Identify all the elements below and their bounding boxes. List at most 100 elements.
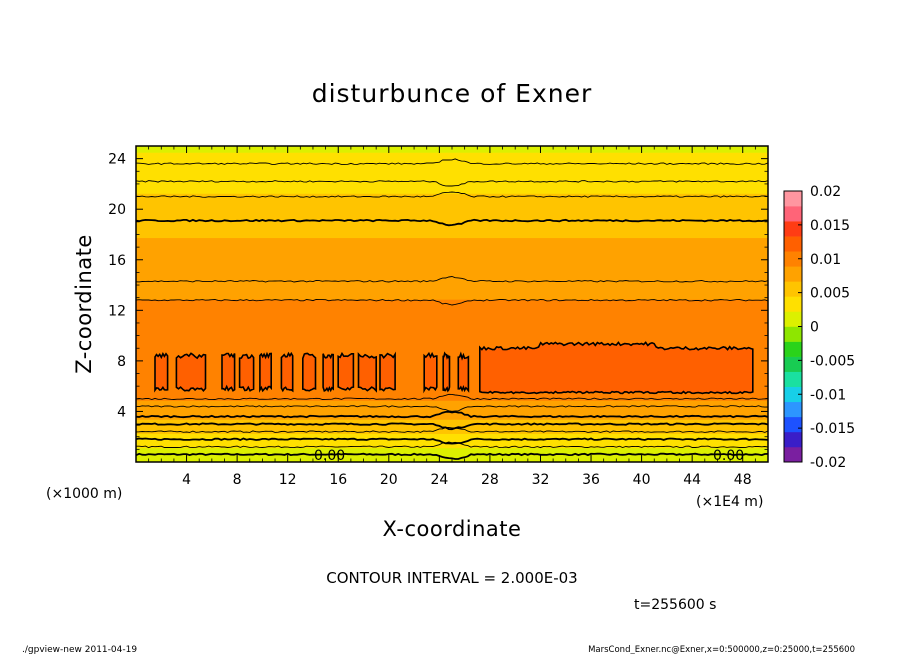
contour-band bbox=[136, 382, 768, 385]
contour-band bbox=[136, 324, 768, 327]
x-tick-label: 40 bbox=[633, 472, 651, 488]
contour-band bbox=[136, 240, 768, 243]
contour-band bbox=[136, 385, 768, 389]
footer-right: MarsCond_Exner.nc@Exner,x=0:500000,z=0:2… bbox=[588, 645, 855, 654]
contour-band bbox=[136, 430, 768, 433]
contour-band bbox=[136, 189, 768, 193]
contour-band bbox=[136, 191, 768, 194]
contour-band bbox=[136, 320, 768, 324]
x-axis-label: X-coordinate bbox=[383, 517, 522, 541]
colorbar-tick-label: 0 bbox=[810, 320, 819, 336]
closed-contour-region bbox=[175, 352, 207, 393]
closed-contour-region bbox=[280, 351, 294, 393]
contour-band bbox=[136, 412, 768, 415]
contour-band bbox=[136, 257, 768, 261]
contour-band bbox=[136, 178, 768, 182]
contour-line bbox=[136, 410, 768, 419]
chart-title: disturbunce of Exner bbox=[312, 79, 593, 108]
closed-contour-region bbox=[259, 351, 272, 393]
colorbar-segment bbox=[784, 281, 802, 297]
contour-band bbox=[136, 245, 768, 248]
contour-band bbox=[136, 358, 768, 362]
colorbar-segment bbox=[784, 341, 802, 357]
colorbar-segment bbox=[784, 206, 802, 222]
colorbar-segment bbox=[784, 251, 802, 267]
contour-band bbox=[136, 290, 768, 294]
contour-band bbox=[136, 188, 768, 191]
contour-band bbox=[136, 336, 768, 340]
contour-band bbox=[136, 246, 768, 250]
closed-contour-region bbox=[479, 341, 754, 395]
contour-band bbox=[136, 167, 768, 171]
contour-band bbox=[136, 174, 768, 177]
contour-band bbox=[136, 259, 768, 262]
contour-band bbox=[136, 357, 768, 360]
contour-band bbox=[136, 270, 768, 273]
contour-band bbox=[136, 243, 768, 246]
contour-band bbox=[136, 455, 768, 458]
contour-band bbox=[136, 175, 768, 178]
contour-band bbox=[136, 433, 768, 436]
contour-band bbox=[136, 325, 768, 329]
contour-band bbox=[136, 235, 768, 239]
closed-contour-regions bbox=[154, 341, 754, 395]
closed-contour-region bbox=[238, 353, 255, 392]
contour-band bbox=[136, 425, 768, 428]
contour-band bbox=[136, 204, 768, 207]
contour-line bbox=[136, 405, 768, 412]
contour-band bbox=[136, 346, 768, 349]
contour-band bbox=[136, 180, 768, 183]
contour-band bbox=[136, 376, 768, 379]
contour-band bbox=[136, 279, 768, 283]
contour-band bbox=[136, 422, 768, 425]
contour-band bbox=[136, 434, 768, 438]
contour-band bbox=[136, 379, 768, 382]
colorbar-tick-label: 0.02 bbox=[810, 184, 841, 200]
contour-band bbox=[136, 193, 768, 196]
contour-band bbox=[136, 186, 768, 190]
contour-band bbox=[136, 253, 768, 256]
y-tick-label: 12 bbox=[108, 303, 126, 319]
contour-line bbox=[136, 158, 768, 165]
closed-contour-region bbox=[442, 351, 451, 393]
contour-band bbox=[136, 352, 768, 355]
time-label: t=255600 s bbox=[634, 597, 716, 613]
contour-line bbox=[136, 422, 768, 431]
contour-line bbox=[136, 218, 768, 227]
contour-band bbox=[136, 444, 768, 447]
y-axis-label: Z-coordinate bbox=[72, 234, 96, 374]
contour-band bbox=[136, 431, 768, 434]
contour-band bbox=[136, 418, 768, 422]
colorbar-segment bbox=[784, 386, 802, 403]
contour-band bbox=[136, 181, 768, 185]
contour-band bbox=[136, 256, 768, 259]
contour-band bbox=[136, 264, 768, 267]
contour-band bbox=[136, 155, 768, 158]
contour-band bbox=[136, 199, 768, 202]
x-tick-label: 4 bbox=[182, 472, 191, 488]
footer-left: ./gpview-new 2011-04-19 bbox=[22, 645, 137, 654]
contour-band bbox=[136, 445, 768, 449]
contour-band bbox=[136, 398, 768, 401]
contour-band bbox=[136, 392, 768, 395]
contour-band bbox=[136, 453, 768, 457]
contour-band bbox=[136, 265, 768, 269]
contour-band bbox=[136, 414, 768, 417]
contour-band bbox=[136, 177, 768, 180]
contour-band bbox=[136, 292, 768, 295]
contour-band bbox=[136, 387, 768, 390]
contour-band bbox=[136, 369, 768, 373]
contour-band bbox=[136, 238, 768, 242]
contour-band bbox=[136, 347, 768, 351]
contour-band bbox=[136, 436, 768, 439]
contour-band bbox=[136, 297, 768, 300]
contour-band bbox=[136, 249, 768, 253]
contour-band bbox=[136, 205, 768, 209]
y-tick-label: 4 bbox=[117, 404, 126, 420]
contour-band bbox=[136, 300, 768, 303]
contour-band bbox=[136, 351, 768, 354]
contour-band bbox=[136, 338, 768, 341]
contour-line bbox=[136, 437, 768, 445]
contour-band bbox=[136, 344, 768, 348]
contour-band bbox=[136, 333, 768, 336]
